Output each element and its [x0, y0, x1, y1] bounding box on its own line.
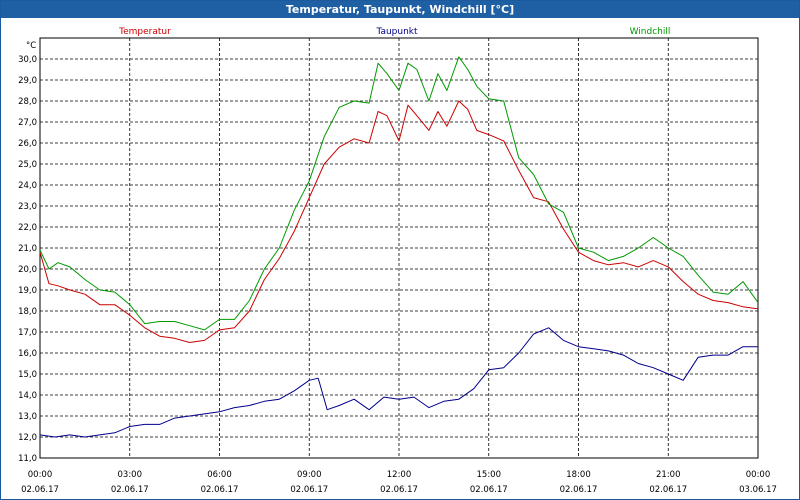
legend-entry: Windchill — [630, 27, 671, 37]
y-tick-label: 15,0 — [18, 370, 37, 380]
y-axis: 11,0 12,0 13,0 14,0 15,0 16,0 17,0 18,0 19,0 20,0… — [18, 55, 37, 464]
x-tick-time: 00:00 — [28, 470, 53, 480]
y-axis-label: °C — [26, 41, 36, 51]
y-tick-label: 30,0 — [18, 55, 37, 65]
y-tick-label: 12,0 — [18, 433, 37, 443]
x-tick-date: 02.06.17 — [560, 485, 598, 495]
x-axis: 00:00 02.06.17 03:00 02.06.17 06:00 02.06.17 0… — [21, 470, 777, 495]
series-line-taupunkt — [39, 327, 758, 438]
series-lines — [39, 56, 759, 438]
x-tick-time: 15:00 — [477, 470, 502, 480]
window-title: Temperatur, Taupunkt, Windchill [°C] — [1, 1, 799, 18]
x-tick-time: 12:00 — [387, 470, 412, 480]
x-tick-date: 02.06.17 — [21, 485, 59, 495]
y-tick-label: 25,0 — [18, 160, 37, 170]
x-tick-date: 02.06.17 — [380, 485, 418, 495]
y-tick-label: 22,0 — [18, 223, 37, 233]
x-tick-date: 02.06.17 — [470, 485, 508, 495]
y-tick-label: 11,0 — [18, 454, 37, 464]
x-tick-date: 02.06.17 — [290, 485, 328, 495]
y-tick-label: 13,0 — [18, 412, 37, 422]
y-tick-label: 17,0 — [18, 328, 37, 338]
x-tick-time: 09:00 — [297, 470, 322, 480]
y-tick-label: 21,0 — [18, 244, 37, 254]
x-tick-time: 00:00 — [746, 470, 771, 480]
y-tick-label: 27,0 — [18, 118, 37, 128]
x-tick-date: 02.06.17 — [649, 485, 687, 495]
legend-entry: Temperatur — [118, 27, 171, 37]
y-tick-label: 19,0 — [18, 286, 37, 296]
y-tick-label: 24,0 — [18, 181, 37, 191]
x-tick-time: 03:00 — [118, 470, 143, 480]
y-tick-label: 26,0 — [18, 139, 37, 149]
legend: Temperatur Taupunkt Windchill — [118, 27, 670, 37]
x-tick-date: 02.06.17 — [111, 485, 149, 495]
x-tick-time: 21:00 — [656, 470, 681, 480]
y-tick-label: 28,0 — [18, 97, 37, 107]
y-tick-label: 23,0 — [18, 202, 37, 212]
y-tick-label: 18,0 — [18, 307, 37, 317]
legend-entry: Taupunkt — [375, 27, 418, 37]
x-tick-time: 06:00 — [207, 470, 232, 480]
y-tick-label: 20,0 — [18, 265, 37, 275]
plot-area — [39, 37, 759, 459]
y-tick-label: 29,0 — [18, 76, 37, 86]
x-tick-date: 02.06.17 — [201, 485, 239, 495]
grid-lines — [40, 38, 758, 458]
series-line-windchill — [39, 56, 759, 331]
x-tick-time: 18:00 — [566, 470, 591, 480]
y-tick-label: 16,0 — [18, 349, 37, 359]
y-tick-label: 14,0 — [18, 391, 37, 401]
x-tick-date: 03.06.17 — [739, 485, 777, 495]
series-line-temperatur — [39, 100, 759, 343]
